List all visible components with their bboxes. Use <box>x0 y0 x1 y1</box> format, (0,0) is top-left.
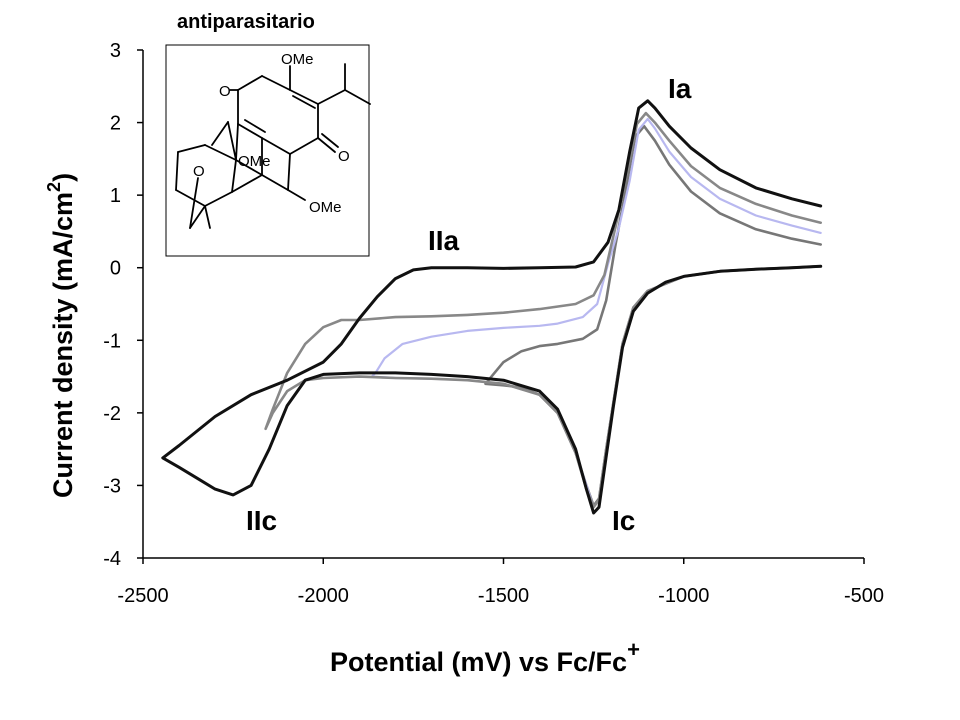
x-tick-label: -500 <box>844 585 884 607</box>
molecule-structure-drawing <box>175 63 371 229</box>
voltammogram-curves <box>161 99 823 515</box>
inset-title: antiparasitario <box>177 11 315 33</box>
x-axis-ticks: -2500 -2000 -1500 -1000 -500 <box>117 558 884 607</box>
y-tick-label: 3 <box>110 40 121 62</box>
molecule-label-ome-bottom: OMe <box>309 199 342 216</box>
x-tick-label: -1000 <box>658 585 709 607</box>
y-tick-label: -4 <box>103 548 121 570</box>
peak-label-ic: Ic <box>612 505 635 536</box>
inset-frame <box>165 44 370 257</box>
y-axis-title: Current density (mA/cm2) <box>44 173 78 498</box>
y-tick-label: -3 <box>103 475 121 497</box>
y-tick-label: 1 <box>110 185 121 207</box>
peak-label-iic: IIc <box>246 505 277 536</box>
molecule-label-ome-top: OMe <box>281 51 314 68</box>
peak-label-ia: Ia <box>668 73 692 104</box>
y-axis-ticks: 3 2 1 0 -1 -2 -3 -4 <box>103 40 143 570</box>
x-axis-title: Potential (mV) vs Fc/Fc+ <box>330 637 640 677</box>
molecule-label-o-right: O <box>338 148 350 165</box>
y-tick-label: 2 <box>110 113 121 135</box>
peak-label-iia: IIa <box>428 225 460 256</box>
molecule-label-o-ether: O <box>193 163 205 180</box>
molecule-inset: antiparasitario <box>165 11 371 257</box>
y-tick-label: -2 <box>103 403 121 425</box>
x-tick-label: -2500 <box>117 585 168 607</box>
molecule-label-o-left: O <box>219 83 231 100</box>
y-tick-label: 0 <box>110 258 121 280</box>
series-line-3 <box>370 117 822 509</box>
series-line-1 <box>161 99 823 515</box>
x-tick-label: -1500 <box>478 585 529 607</box>
molecule-label-ome-middle: OMe <box>238 153 271 170</box>
series-line-4 <box>484 124 823 508</box>
y-tick-label: -1 <box>103 330 121 352</box>
x-tick-label: -2000 <box>298 585 349 607</box>
